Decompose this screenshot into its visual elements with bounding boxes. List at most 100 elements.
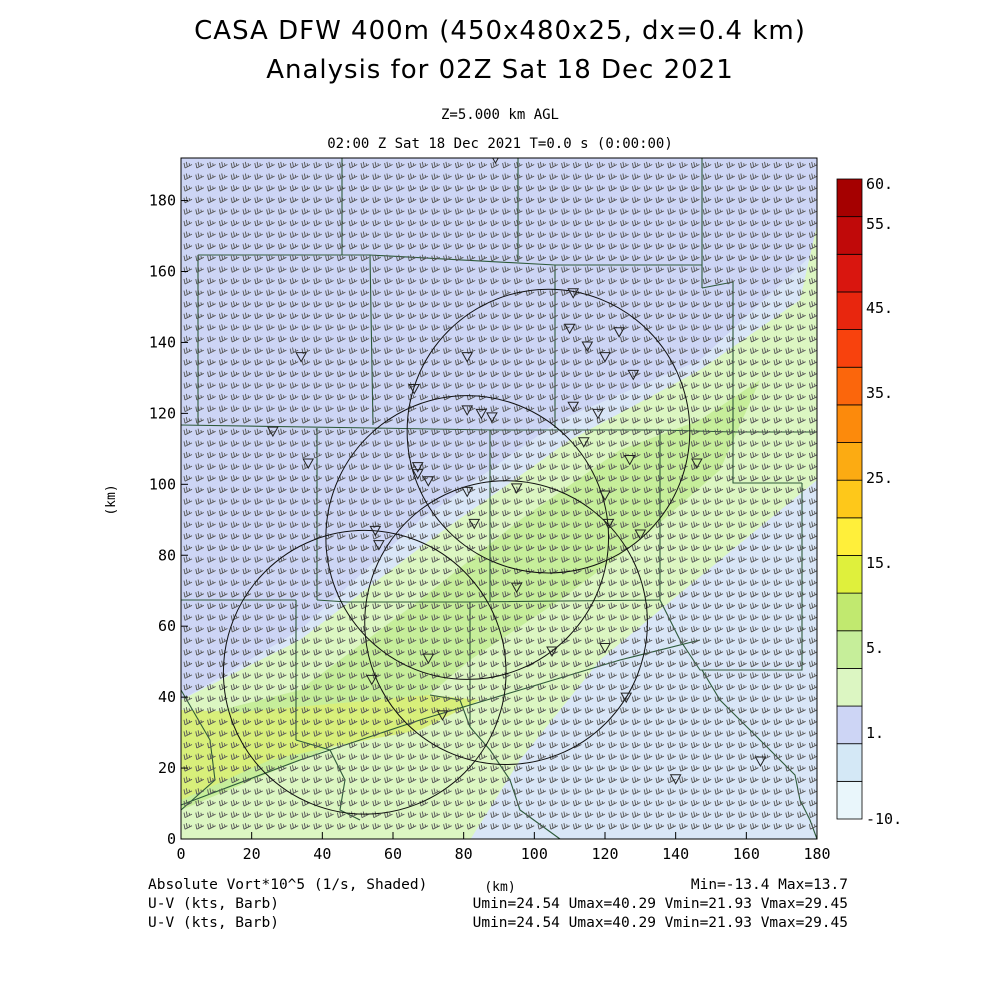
colorbar-label: 25. [866, 469, 893, 487]
station-marker [592, 408, 604, 420]
colorbar-segment [836, 517, 863, 556]
wind-barb-field [183, 161, 817, 830]
colorbar-segment [836, 705, 863, 745]
station-marker [613, 327, 625, 338]
station-marker [602, 518, 615, 530]
colorbar-label: 45. [866, 299, 893, 317]
y-tick-label: 60 [158, 617, 176, 635]
x-tick-label: 160 [733, 845, 760, 863]
map-title-line2: Analysis for 02Z Sat 18 Dec 2021 [266, 55, 734, 85]
station-marker [623, 454, 636, 466]
y-tick-label: 140 [149, 333, 176, 351]
station-marker [373, 540, 385, 551]
y-tick-label: 120 [149, 404, 176, 422]
station-marker [754, 756, 767, 767]
colorbar-label: 15. [866, 554, 893, 572]
station-marker [422, 653, 435, 665]
station-marker [581, 341, 594, 353]
wind-barbs [183, 161, 817, 830]
y-tick-label: 80 [158, 546, 176, 564]
colorbar-segment [836, 329, 863, 368]
station-marker [546, 646, 558, 658]
map-title-line1: CASA DFW 400m (450x480x25, dx=0.4 km) [194, 16, 806, 46]
station-marker [365, 674, 378, 686]
station-marker [510, 483, 523, 494]
station-marker [599, 642, 611, 654]
level-label: Z=5.000 km AGL [440, 107, 559, 123]
plot-frame [180, 157, 818, 840]
station-marker [577, 437, 590, 448]
field-variable-label: Absolute Vort*10^5 (1/s, Shaded) [148, 877, 428, 893]
station-marker [267, 426, 279, 438]
radar-range-ring [325, 395, 610, 680]
x-tick-label: 120 [591, 845, 618, 863]
station-markers [267, 158, 767, 785]
colorbar-label: 35. [866, 384, 893, 402]
colorbar-label: 55. [866, 215, 893, 233]
station-marker [408, 384, 421, 395]
y-tick-label: 180 [149, 192, 176, 210]
x-tick-label: 140 [662, 845, 689, 863]
station-marker [411, 469, 424, 480]
colorbar-segment [836, 253, 863, 293]
station-marker [599, 352, 611, 363]
station-marker [475, 408, 488, 420]
y-tick-label: 0 [167, 830, 176, 848]
colorbar-label: 60. [866, 175, 893, 193]
min-max-label: Min=-13.4 Max=13.7 [690, 877, 848, 893]
x-tick-label: 180 [803, 845, 830, 863]
radar-range-ring [364, 480, 648, 766]
colorbar-segment [836, 780, 863, 820]
station-marker [691, 458, 703, 470]
colorbar-segment [836, 479, 863, 519]
colorbar-segment [836, 743, 863, 782]
x-tick-label: 0 [176, 845, 185, 863]
station-marker [411, 462, 424, 473]
y-axis-label: (km) [104, 484, 119, 515]
station-marker [461, 405, 474, 416]
station-marker [468, 518, 481, 530]
colorbar-segment [836, 668, 863, 707]
shaded-field [181, 158, 817, 839]
station-marker [369, 525, 382, 537]
uv-range-2: Umin=24.54 Umax=40.29 Vmin=21.93 Vmax=29… [472, 915, 848, 931]
y-tick-label: 100 [149, 475, 176, 493]
radar-range-ring [222, 529, 507, 815]
colorbar-segment [836, 178, 863, 218]
station-marker [634, 529, 647, 540]
x-tick-label: 60 [384, 845, 402, 863]
x-axis-label: (km) [484, 880, 515, 895]
station-marker [567, 401, 580, 413]
station-marker [510, 582, 523, 594]
station-marker [422, 476, 435, 487]
station-marker [567, 288, 580, 299]
station-marker [599, 490, 611, 501]
station-marker [461, 486, 474, 498]
colorbar-segment [836, 366, 863, 406]
y-tick-label: 160 [149, 263, 176, 281]
x-tick-label: 80 [455, 845, 473, 863]
radar-range-rings [222, 288, 691, 815]
uv-range-1: Umin=24.54 Umax=40.29 Vmin=21.93 Vmax=29… [472, 896, 848, 912]
x-tick-label: 20 [243, 845, 261, 863]
colorbar-label: -10. [866, 810, 902, 828]
x-tick-label: 40 [313, 845, 331, 863]
colorbar-label: 5. [866, 639, 884, 657]
colorbar-segment [836, 630, 863, 669]
radar-range-ring [406, 288, 691, 574]
station-marker [669, 774, 682, 785]
colorbar-segment [836, 291, 863, 330]
station-marker [295, 352, 307, 363]
colorbar-segment [836, 442, 863, 481]
colorbar-segment [836, 404, 863, 443]
station-marker [461, 352, 474, 363]
station-marker [620, 692, 633, 704]
colorbar-segment [836, 216, 863, 255]
colorbar: 60. 55. 45. 35. 25. 15. 5. 1. -10. [836, 175, 902, 828]
station-marker [563, 323, 576, 335]
x-tick-label: 100 [521, 845, 548, 863]
axes: 0 20 40 60 80 100 120 140 160 180 0 20 40 60 80 100 120 1… [149, 192, 831, 863]
valid-time-label: 02:00 Z Sat 18 Dec 2021 T=0.0 s (0:00:00… [327, 136, 673, 152]
station-marker [436, 710, 449, 721]
